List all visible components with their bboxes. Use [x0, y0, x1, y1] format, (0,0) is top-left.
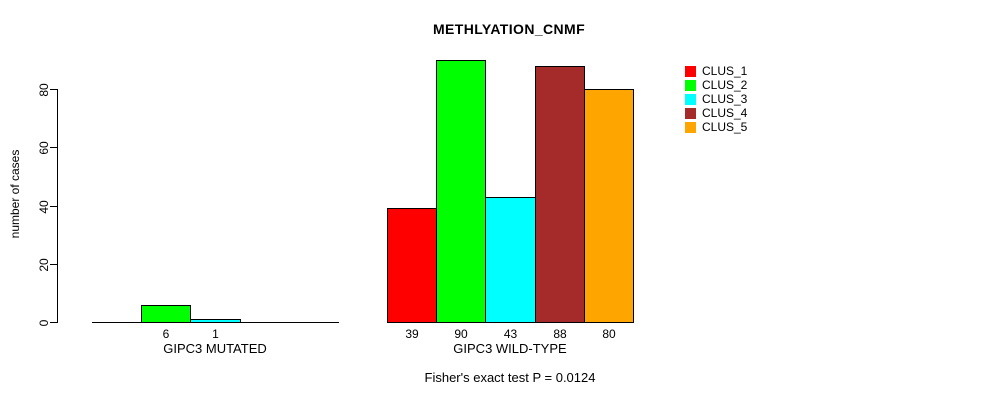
legend-label: CLUS_5	[702, 120, 748, 134]
bar-clus_1	[387, 208, 437, 323]
y-tick	[50, 264, 57, 265]
y-tick	[50, 89, 57, 90]
bar-value-label: 43	[503, 327, 518, 341]
y-tick-label: 60	[37, 140, 51, 155]
fisher-exact-test-annotation: Fisher's exact test P = 0.0124	[424, 370, 596, 385]
legend-item: CLUS_1	[685, 64, 747, 78]
group-label-gipc3-mutated: GIPC3 MUTATED	[163, 341, 267, 356]
bar-clus_2	[436, 60, 486, 323]
bar-value-label: 80	[602, 327, 616, 341]
chart-title: METHLYATION_CNMF	[432, 21, 586, 37]
legend: CLUS_1 CLUS_2 CLUS_3 CLUS_4 CLUS_5	[685, 64, 747, 134]
legend-label: CLUS_3	[702, 92, 748, 106]
bar-value-label: 39	[405, 327, 419, 341]
bar-value-label: 6	[162, 327, 170, 341]
y-tick-label: 0	[37, 319, 51, 326]
bar-value-label: 90	[454, 327, 468, 341]
y-tick	[50, 322, 57, 323]
legend-label: CLUS_1	[702, 64, 748, 78]
y-tick-label: 40	[37, 199, 51, 214]
legend-label: CLUS_2	[702, 78, 748, 92]
legend-swatch	[685, 107, 696, 119]
y-tick-label: 20	[37, 257, 51, 272]
legend-label: CLUS_4	[702, 106, 748, 120]
legend-item: CLUS_4	[685, 106, 747, 120]
bar-value-label: 1	[212, 327, 219, 341]
bar-value-label: 88	[553, 327, 567, 341]
legend-swatch	[685, 65, 696, 77]
bar-zero-clus_4	[240, 322, 290, 323]
bar-zero-clus_5	[289, 322, 339, 323]
y-tick	[50, 147, 57, 148]
y-tick-label: 80	[37, 82, 51, 97]
bar-clus_2	[141, 305, 191, 323]
legend-swatch	[685, 121, 696, 133]
bar-clus_3	[485, 197, 536, 323]
legend-item: CLUS_5	[685, 120, 747, 134]
bar-zero-clus_1	[92, 322, 142, 323]
group-label-gipc3-wild-type: GIPC3 WILD-TYPE	[453, 341, 567, 356]
y-axis-line	[57, 89, 58, 323]
y-tick	[50, 206, 57, 207]
bar-clus_3	[190, 319, 241, 323]
bar-clus_5	[584, 89, 634, 323]
bar-clus_4	[535, 66, 585, 323]
legend-swatch	[685, 79, 696, 91]
legend-item: CLUS_2	[685, 78, 747, 92]
legend-item: CLUS_3	[685, 92, 747, 106]
legend-swatch	[685, 93, 696, 105]
